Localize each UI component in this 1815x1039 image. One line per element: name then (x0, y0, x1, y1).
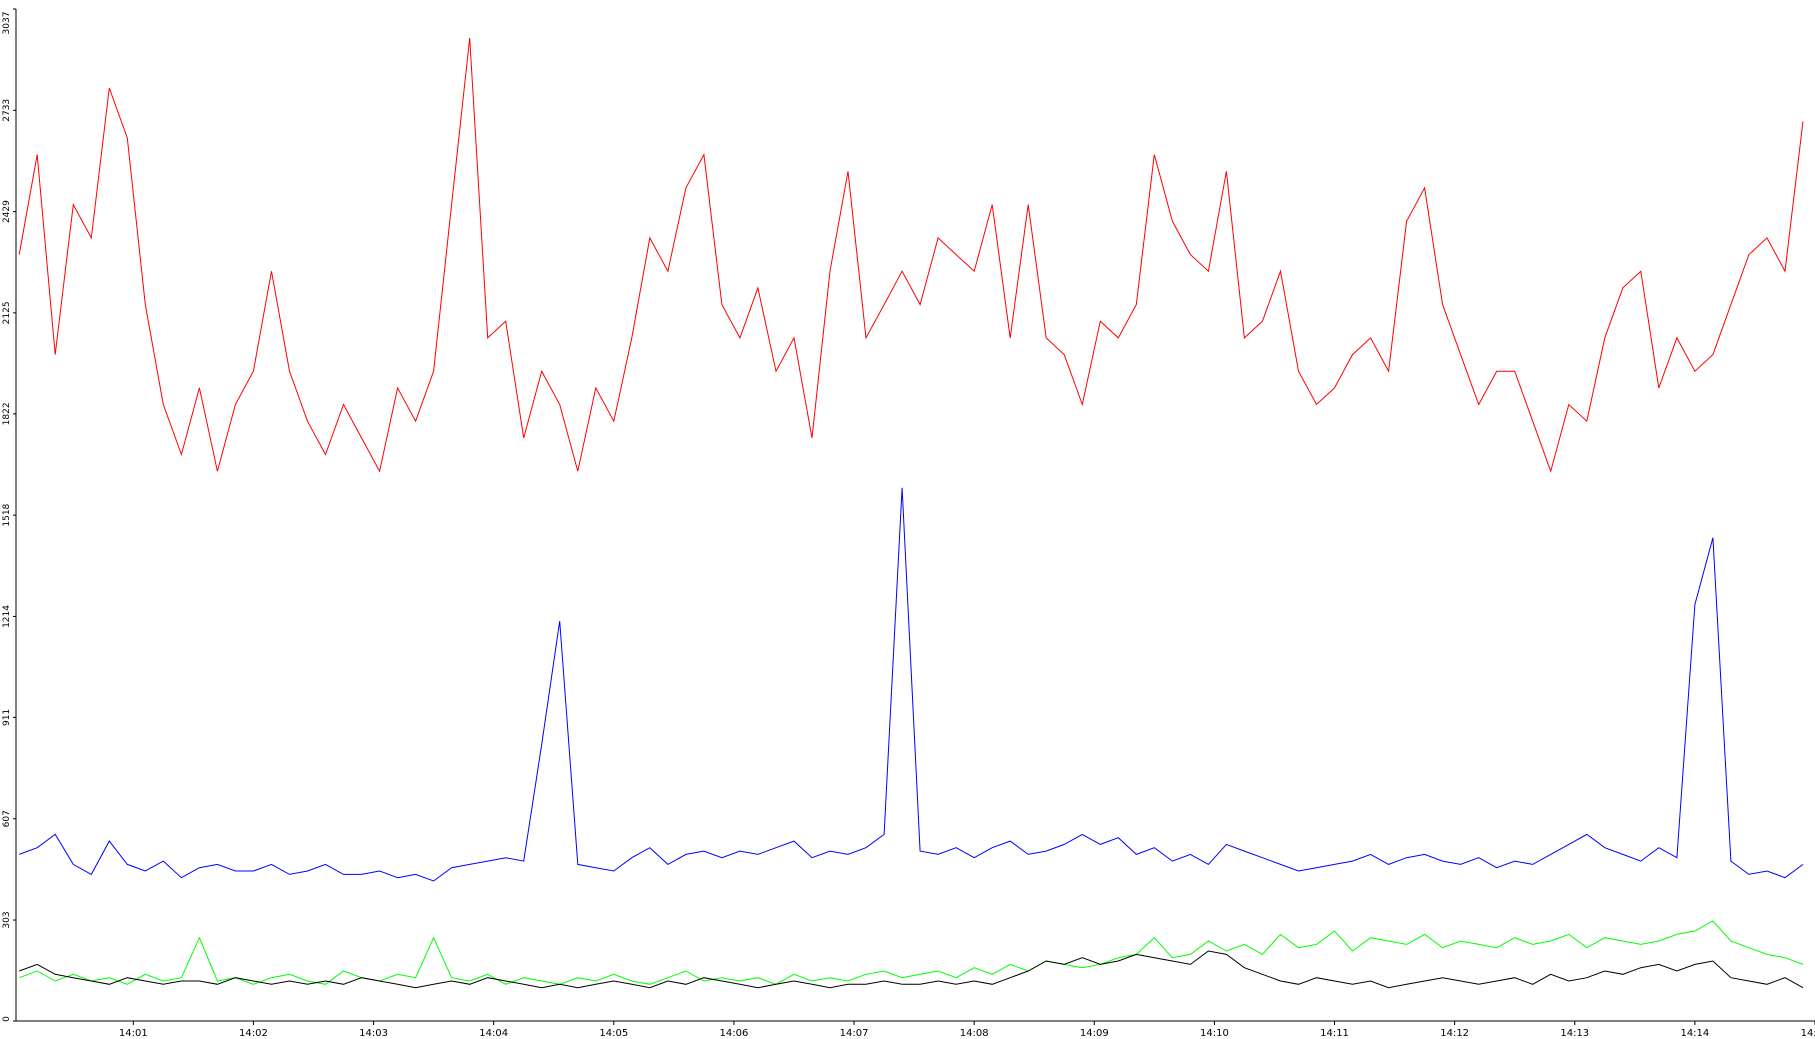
y-tick-label: 1822 (2, 402, 12, 425)
x-tick-label: 14:13 (1560, 1028, 1589, 1039)
y-tick-label: 2429 (2, 200, 12, 223)
x-tick-label: 14:15 (1801, 1028, 1815, 1039)
y-tick-label: 3037 (2, 12, 12, 35)
x-tick-label: 14:04 (479, 1028, 508, 1039)
series-line (18, 37, 1804, 473)
y-tick-label: 1518 (2, 503, 12, 526)
y-tick-label: 911 (2, 709, 12, 726)
x-tick-label: 14:10 (1200, 1028, 1229, 1039)
series-line (19, 487, 1804, 882)
x-tick-label: 14:02 (239, 1028, 268, 1039)
x-tick-label: 14:08 (960, 1028, 989, 1039)
x-tick-label: 14:05 (599, 1028, 628, 1039)
y-tick-label: 0 (2, 1016, 12, 1022)
y-tick-label: 303 (2, 911, 12, 928)
x-tick-label: 14:01 (119, 1028, 148, 1039)
series-line (19, 950, 1804, 989)
x-tick-label: 14:12 (1440, 1028, 1469, 1039)
x-tick-label: 14:03 (359, 1028, 388, 1039)
x-tick-label: 14:07 (840, 1028, 869, 1039)
y-tick-label: 2733 (2, 99, 12, 122)
x-tick-label: 14:11 (1320, 1028, 1349, 1039)
x-tick-label: 14:09 (1080, 1028, 1109, 1039)
x-tick-label: 14:14 (1680, 1028, 1709, 1039)
x-tick-label: 14:06 (720, 1028, 749, 1039)
y-tick-label: 607 (2, 810, 12, 827)
series-line (19, 920, 1804, 985)
y-tick-label: 2125 (2, 301, 12, 324)
y-tick-label: 1214 (2, 605, 12, 628)
